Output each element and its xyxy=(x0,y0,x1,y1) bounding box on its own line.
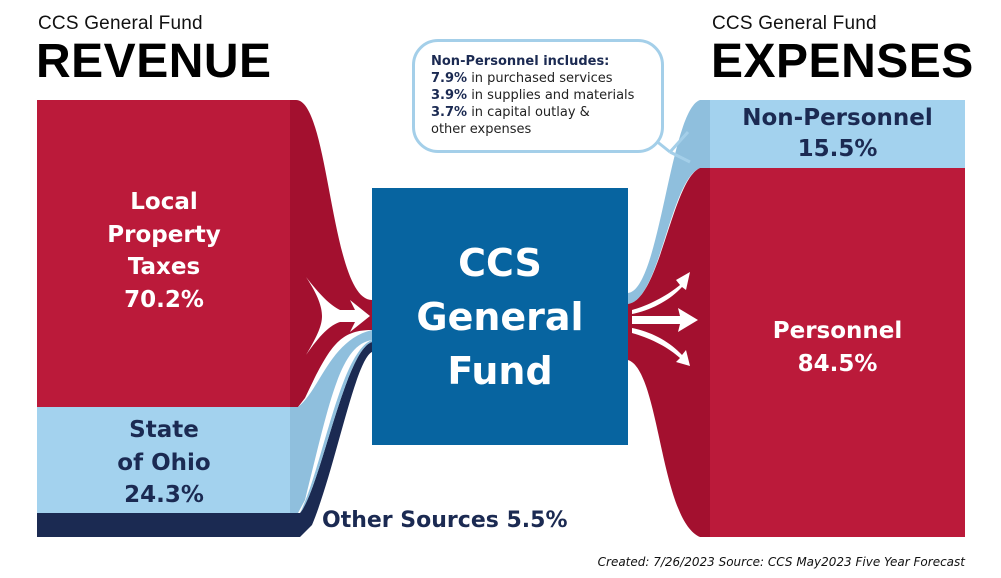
callout-text: in purchased services xyxy=(467,71,613,86)
center-line3: Fund xyxy=(447,348,553,393)
callout-pct: 3.9% xyxy=(431,88,468,103)
label-value: 84.5% xyxy=(797,351,878,377)
label-value: 70.2% xyxy=(124,286,204,313)
expenses-subtitle: CCS General Fund xyxy=(712,13,877,34)
source-footer: Created: 7/26/2023 Source: CCS May2023 F… xyxy=(597,555,965,569)
center-line1: CCS xyxy=(458,240,542,285)
flow-non-personnel xyxy=(628,100,710,304)
callout-pct: 3.7% xyxy=(431,105,468,120)
callout-tail-3 xyxy=(669,150,691,164)
callout-row: 7.9% in purchased services xyxy=(431,70,661,87)
non-personnel-callout: Non-Personnel includes: 7.9% in purchase… xyxy=(412,39,664,153)
flow-edge xyxy=(300,340,372,513)
label-line: Local xyxy=(130,189,198,215)
center-line2: General xyxy=(416,294,584,339)
revenue-subtitle: CCS General Fund xyxy=(38,13,203,34)
flow-state-of-ohio xyxy=(290,330,372,513)
label-value: 15.5% xyxy=(797,136,878,162)
label-other-sources: Other Sources 5.5% xyxy=(322,508,568,533)
label-local-property-taxes: Local Property Taxes 70.2% xyxy=(37,186,291,316)
arrow-icon-outflow xyxy=(632,272,698,366)
bar-other-sources xyxy=(37,513,291,537)
callout-row: 3.9% in supplies and materials xyxy=(431,87,661,104)
label-line: Property xyxy=(107,221,221,248)
label-state-of-ohio: State of Ohio 24.3% xyxy=(37,414,291,512)
callout-tail-2 xyxy=(668,130,690,154)
arrow-icon-inflow xyxy=(306,277,370,355)
callout-continuation: other expenses xyxy=(431,122,532,137)
label-line: Taxes xyxy=(127,254,201,280)
callout-pct: 7.9% xyxy=(431,71,468,86)
callout-text: in capital outlay & xyxy=(467,105,590,120)
bar-state-of-ohio xyxy=(37,407,291,513)
revenue-title: REVENUE xyxy=(36,35,272,88)
bar-local-property-taxes xyxy=(37,100,291,407)
flow-other-sources xyxy=(290,342,372,537)
label-value: 24.3% xyxy=(124,482,204,508)
label-line: State xyxy=(129,417,199,443)
label-line: Non-Personnel xyxy=(742,105,933,131)
bar-non-personnel xyxy=(710,100,965,168)
expenses-title: EXPENSES xyxy=(711,35,974,88)
flow-personnel xyxy=(628,168,710,537)
callout-text: in supplies and materials xyxy=(467,88,635,103)
label-line: of Ohio xyxy=(117,449,211,476)
general-fund-box: CCS General Fund xyxy=(372,188,628,445)
label-line: Personnel xyxy=(772,318,903,344)
label-personnel: Personnel 84.5% xyxy=(710,315,965,381)
label-non-personnel: Non-Personnel 15.5% xyxy=(710,103,965,165)
callout-row: 3.7% in capital outlay & xyxy=(431,104,661,121)
callout-heading: Non-Personnel includes: xyxy=(431,54,610,69)
bar-personnel xyxy=(710,168,965,537)
